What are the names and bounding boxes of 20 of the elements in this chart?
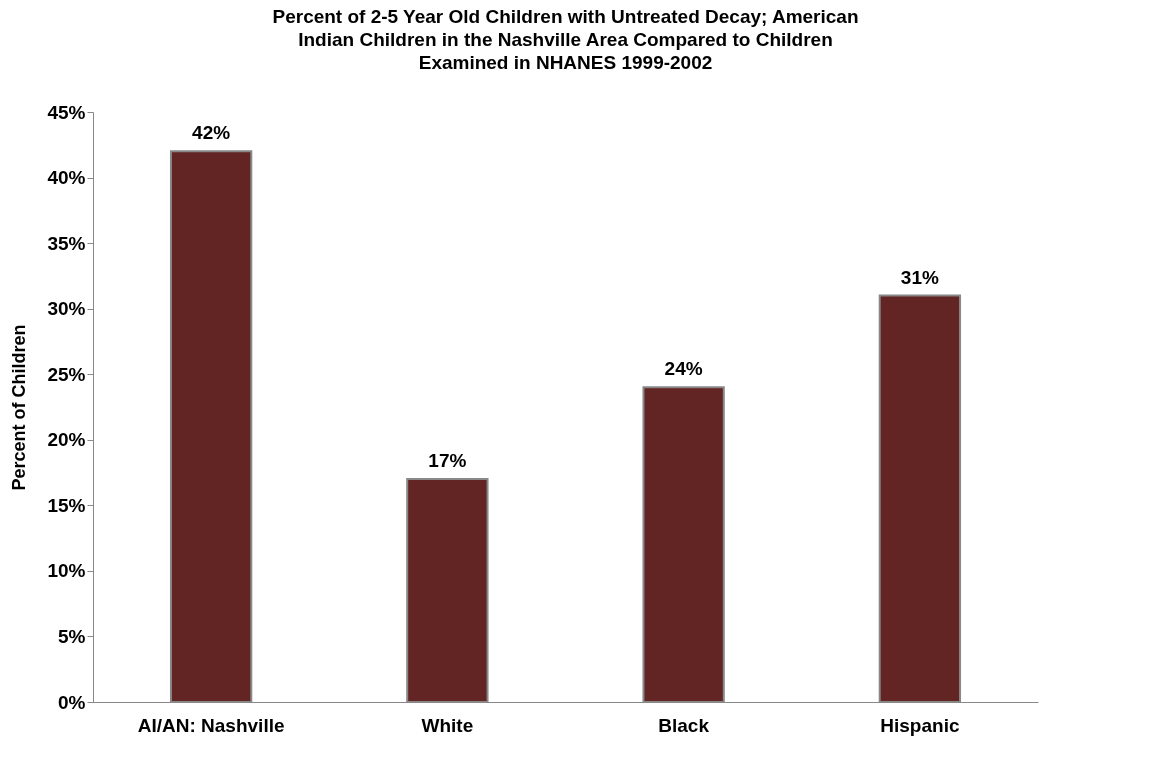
x-tick-label: AI/AN: Nashville: [137, 714, 285, 736]
data-label: 17%: [428, 450, 467, 472]
y-tick-label: 10%: [47, 560, 86, 582]
data-label: 24%: [664, 358, 703, 380]
y-tick-label: 40%: [47, 167, 86, 189]
x-tick-label: White: [421, 714, 474, 736]
chart-title: Percent of 2-5 Year Old Children with Untreated Decay; American Indian Children in the Nashville Area Compared to Children Examined in NHANES 1999-2002: [272, 6, 859, 73]
y-tick-label: 5%: [58, 625, 86, 647]
data-label: 31%: [900, 266, 939, 288]
x-tick-label: Hispanic: [880, 714, 960, 736]
y-tick-label: 20%: [47, 429, 86, 451]
y-tick-label: 45%: [47, 101, 86, 123]
y-tick-label: 15%: [47, 494, 86, 516]
y-tick-label: 0%: [58, 691, 86, 713]
y-tick-label: 30%: [47, 298, 86, 320]
y-axis-title: Percent of Children: [9, 324, 30, 491]
data-label: 42%: [192, 122, 231, 144]
x-tick-label: Black: [658, 714, 710, 736]
y-tick-label: 35%: [47, 232, 86, 254]
y-tick-label: 25%: [47, 363, 86, 385]
